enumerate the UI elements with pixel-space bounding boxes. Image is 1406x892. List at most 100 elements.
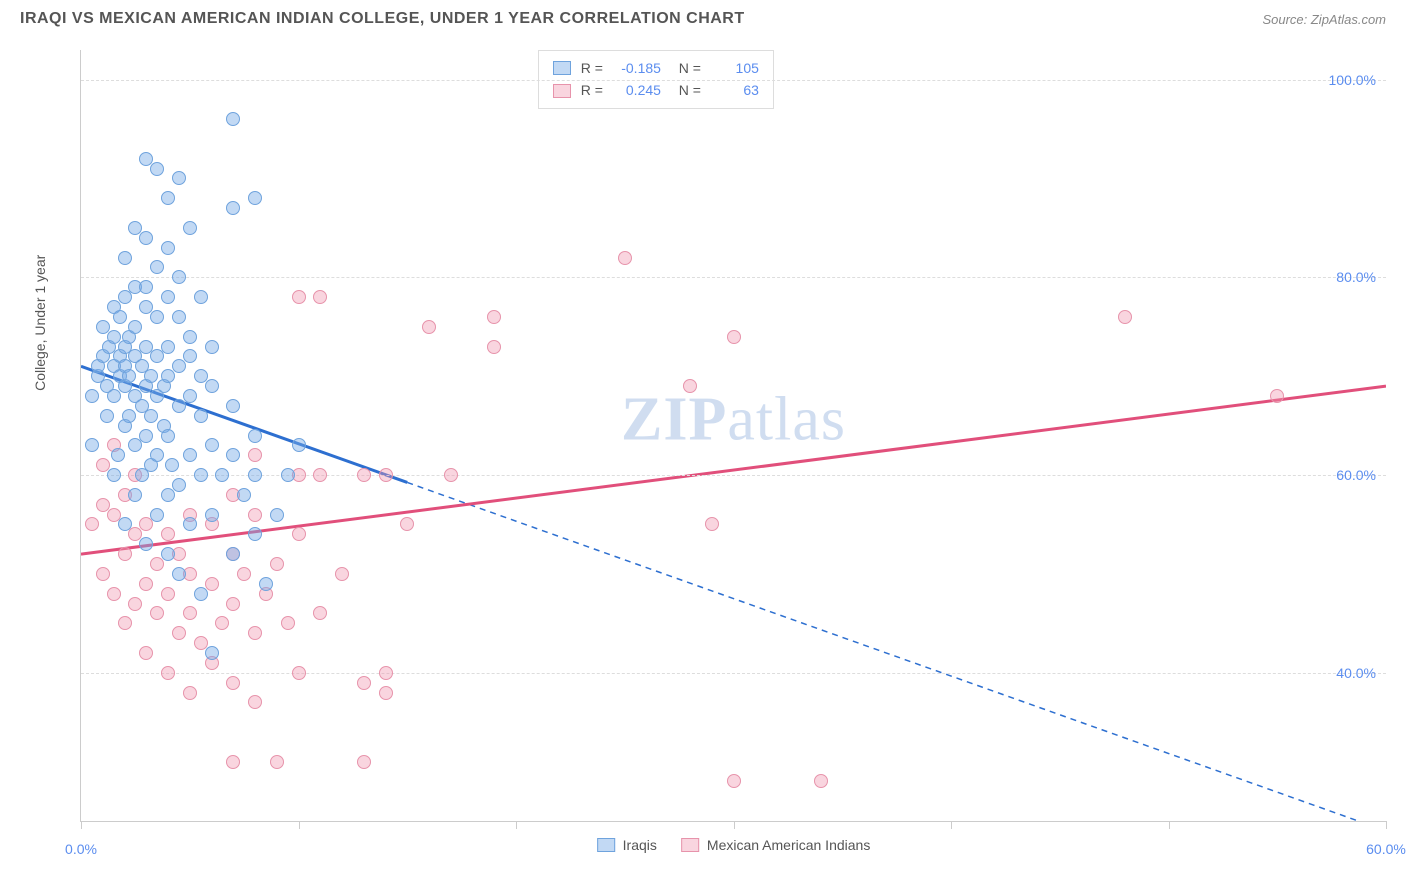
x-tick — [1169, 821, 1170, 829]
data-point-iraqis — [270, 508, 284, 522]
data-point-mexican — [357, 468, 371, 482]
data-point-mexican — [1118, 310, 1132, 324]
data-point-iraqis — [194, 587, 208, 601]
data-point-mexican — [150, 606, 164, 620]
data-point-mexican — [248, 695, 262, 709]
grid-line — [81, 673, 1386, 674]
data-point-iraqis — [111, 448, 125, 462]
data-point-mexican — [161, 666, 175, 680]
data-point-iraqis — [172, 399, 186, 413]
data-point-iraqis — [150, 162, 164, 176]
y-tick-label: 60.0% — [1336, 467, 1376, 483]
data-point-mexican — [226, 676, 240, 690]
n-label: N = — [671, 79, 701, 101]
data-point-mexican — [379, 468, 393, 482]
data-point-iraqis — [205, 340, 219, 354]
data-point-mexican — [1270, 389, 1284, 403]
chart-title: IRAQI VS MEXICAN AMERICAN INDIAN COLLEGE… — [20, 10, 745, 28]
x-tick — [516, 821, 517, 829]
data-point-iraqis — [248, 527, 262, 541]
data-point-iraqis — [139, 231, 153, 245]
data-point-iraqis — [128, 488, 142, 502]
source-attribution: Source: ZipAtlas.com — [1262, 12, 1386, 27]
n-value-mexican: 63 — [711, 79, 759, 101]
r-label: R = — [581, 79, 603, 101]
data-point-mexican — [292, 290, 306, 304]
grid-line — [81, 80, 1386, 81]
data-point-iraqis — [122, 409, 136, 423]
data-point-iraqis — [248, 429, 262, 443]
data-point-mexican — [727, 774, 741, 788]
data-point-mexican — [487, 310, 501, 324]
data-point-mexican — [248, 448, 262, 462]
data-point-iraqis — [194, 290, 208, 304]
data-point-mexican — [444, 468, 458, 482]
data-point-mexican — [85, 517, 99, 531]
data-point-iraqis — [144, 369, 158, 383]
data-point-iraqis — [226, 112, 240, 126]
legend-label-iraqis: Iraqis — [623, 837, 657, 853]
data-point-mexican — [292, 666, 306, 680]
data-point-mexican — [139, 577, 153, 591]
data-point-iraqis — [161, 369, 175, 383]
data-point-iraqis — [139, 280, 153, 294]
data-point-iraqis — [292, 438, 306, 452]
data-point-iraqis — [122, 369, 136, 383]
data-point-mexican — [313, 606, 327, 620]
data-point-mexican — [705, 517, 719, 531]
x-tick-label: 0.0% — [65, 841, 97, 857]
data-point-iraqis — [107, 468, 121, 482]
chart-container: College, Under 1 year ZIPatlas R = -0.18… — [50, 50, 1386, 852]
data-point-mexican — [270, 557, 284, 571]
swatch-iraqis — [597, 838, 615, 852]
data-point-iraqis — [150, 260, 164, 274]
data-point-mexican — [226, 755, 240, 769]
data-point-mexican — [237, 567, 251, 581]
x-tick-label: 60.0% — [1366, 841, 1406, 857]
data-point-mexican — [139, 517, 153, 531]
data-point-mexican — [487, 340, 501, 354]
data-point-iraqis — [161, 241, 175, 255]
data-point-iraqis — [172, 270, 186, 284]
data-point-iraqis — [144, 409, 158, 423]
data-point-mexican — [379, 666, 393, 680]
data-point-iraqis — [237, 488, 251, 502]
data-point-iraqis — [226, 448, 240, 462]
data-point-mexican — [96, 567, 110, 581]
x-tick — [81, 821, 82, 829]
trend-lines — [81, 50, 1386, 821]
n-value-iraqis: 105 — [711, 57, 759, 79]
data-point-iraqis — [128, 320, 142, 334]
swatch-mexican — [553, 84, 571, 98]
data-point-iraqis — [194, 468, 208, 482]
data-point-mexican — [400, 517, 414, 531]
data-point-iraqis — [107, 389, 121, 403]
data-point-iraqis — [183, 330, 197, 344]
data-point-mexican — [161, 527, 175, 541]
data-point-iraqis — [172, 171, 186, 185]
swatch-iraqis — [553, 61, 571, 75]
data-point-iraqis — [194, 409, 208, 423]
watermark: ZIPatlas — [621, 385, 846, 456]
y-axis-label: College, Under 1 year — [32, 255, 48, 391]
data-point-iraqis — [118, 517, 132, 531]
data-point-mexican — [618, 251, 632, 265]
r-value-mexican: 0.245 — [613, 79, 661, 101]
data-point-iraqis — [226, 547, 240, 561]
grid-line — [81, 277, 1386, 278]
data-point-iraqis — [161, 340, 175, 354]
data-point-iraqis — [118, 251, 132, 265]
data-point-iraqis — [226, 399, 240, 413]
data-point-iraqis — [161, 547, 175, 561]
plot-area: ZIPatlas R = -0.185 N = 105 R = 0.245 N … — [80, 50, 1386, 822]
data-point-iraqis — [172, 478, 186, 492]
y-tick-label: 40.0% — [1336, 665, 1376, 681]
data-point-iraqis — [100, 409, 114, 423]
data-point-iraqis — [281, 468, 295, 482]
series-legend: Iraqis Mexican American Indians — [597, 837, 871, 853]
data-point-iraqis — [161, 488, 175, 502]
data-point-iraqis — [205, 646, 219, 660]
data-point-mexican — [313, 290, 327, 304]
data-point-mexican — [128, 597, 142, 611]
data-point-iraqis — [259, 577, 273, 591]
